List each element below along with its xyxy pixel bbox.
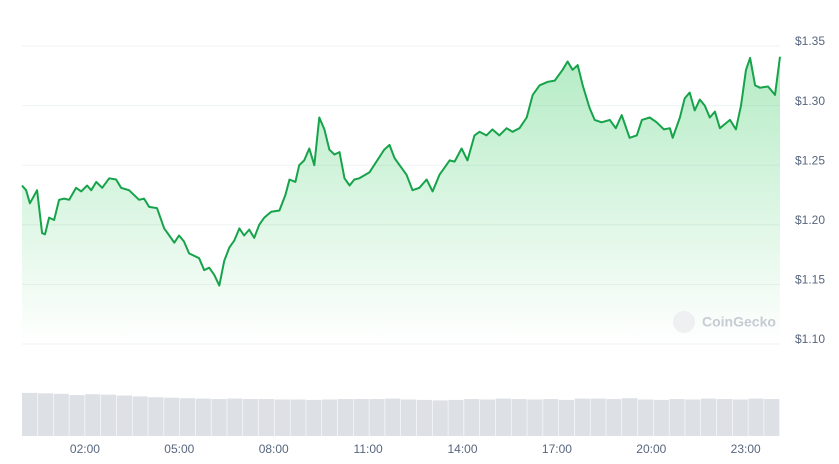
y-tick-label: $1.10 <box>795 332 825 346</box>
volume-bar <box>179 398 196 436</box>
volume-bar <box>211 399 227 436</box>
volume-bar <box>653 399 669 436</box>
volume-bar <box>116 395 132 436</box>
volume-bar <box>274 399 290 436</box>
x-tick-label: 11:00 <box>354 442 383 456</box>
volume-bar <box>290 399 306 436</box>
volume-bar <box>527 399 543 436</box>
volume-bar <box>369 399 385 436</box>
volume-bar <box>511 399 527 436</box>
price-area <box>22 56 780 344</box>
volume-bar <box>132 396 148 436</box>
x-tick-label: 02:00 <box>70 442 100 456</box>
volume-bar <box>258 399 275 436</box>
volume-bar <box>401 399 417 436</box>
volume-bar <box>432 400 448 436</box>
y-tick-label: $1.15 <box>795 273 825 287</box>
x-tick-label: 17:00 <box>542 442 572 456</box>
volume-bar <box>243 399 259 436</box>
volume-bar <box>464 399 480 436</box>
volume-bar <box>685 399 701 436</box>
volume-bar <box>227 398 243 436</box>
watermark: CoinGecko <box>673 311 776 333</box>
volume-bar <box>574 398 590 436</box>
x-tick-label: 23:00 <box>731 442 761 456</box>
volume-bar <box>716 399 733 436</box>
volume-bar <box>479 399 496 436</box>
x-tick-label: 08:00 <box>259 442 289 456</box>
volume-bar <box>69 395 85 436</box>
x-tick-label: 14:00 <box>447 442 477 456</box>
volume-bar <box>164 397 180 436</box>
volume-bar <box>590 398 606 436</box>
volume-bar <box>37 393 53 436</box>
x-tick-label: 05:00 <box>164 442 194 456</box>
price-line <box>21 56 781 287</box>
watermark-text: CoinGecko <box>702 314 776 330</box>
y-tick-label: $1.30 <box>795 94 825 108</box>
volume-bar <box>764 399 780 436</box>
volume-bar <box>22 392 38 436</box>
y-tick-label: $1.25 <box>795 153 825 167</box>
x-tick-label: 20:00 <box>636 442 666 456</box>
volume-bar <box>353 399 369 436</box>
volume-bar <box>606 399 622 436</box>
y-tick-label: $1.20 <box>795 213 825 227</box>
volume-bar <box>416 399 432 436</box>
volume-bar <box>669 399 685 436</box>
y-tick-label: $1.35 <box>795 34 825 48</box>
volume-bar <box>385 398 401 436</box>
volume-bar <box>543 399 559 436</box>
volume-bar <box>558 399 575 436</box>
volume-bar <box>306 399 322 436</box>
watermark-icon <box>673 311 695 333</box>
volume-bar <box>53 393 69 436</box>
volume-bar <box>495 398 511 436</box>
volume-bar <box>195 398 211 436</box>
volume-bar <box>622 398 638 436</box>
volume-bar <box>337 399 354 436</box>
volume-bar <box>85 394 101 436</box>
volume-bar <box>637 399 654 436</box>
volume-bar <box>701 398 717 436</box>
volume-bar <box>748 398 764 436</box>
volume-bar <box>100 394 117 436</box>
volume-bar <box>448 399 464 436</box>
volume-bar <box>322 399 338 436</box>
volume-bar <box>732 399 748 436</box>
volume-bar <box>148 397 164 436</box>
